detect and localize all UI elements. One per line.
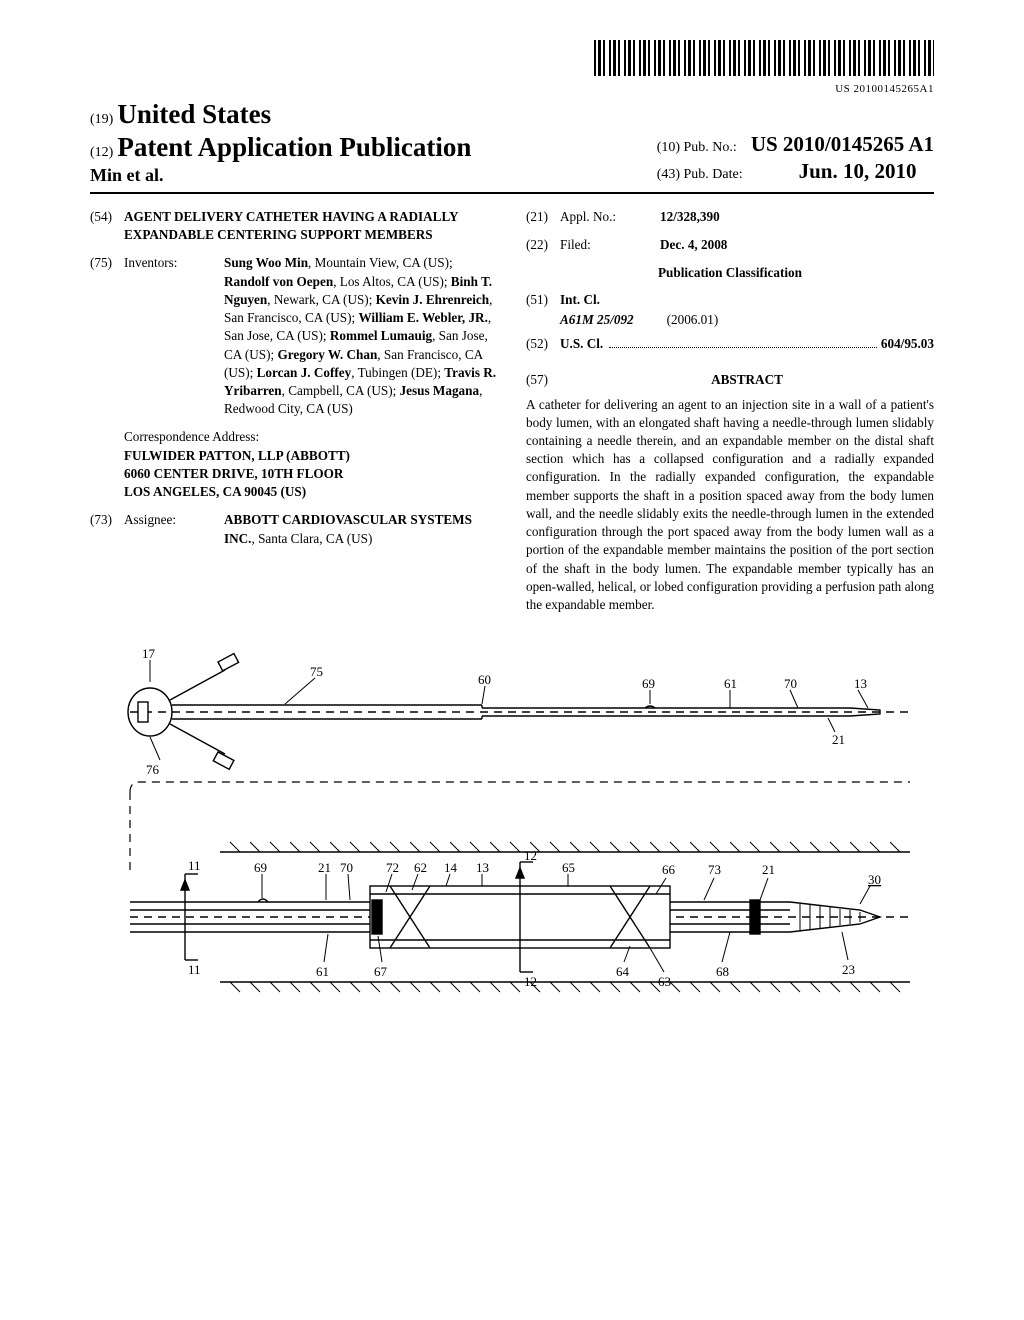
svg-text:11: 11 — [188, 962, 201, 977]
barcode-block: US 20100145265A1 — [90, 40, 934, 95]
invention-title: AGENT DELIVERY CATHETER HAVING A RADIALL… — [124, 208, 498, 244]
svg-text:21: 21 — [832, 732, 845, 747]
correspondence-line3: LOS ANGELES, CA 90045 (US) — [124, 483, 498, 501]
pub-date-label: Pub. Date: — [684, 167, 743, 182]
svg-text:69: 69 — [254, 860, 267, 875]
kind-code: (12) — [90, 145, 113, 160]
appl-code: (21) — [526, 208, 560, 226]
doc-kind: Patent Application Publication — [117, 132, 471, 162]
filed-code: (22) — [526, 236, 560, 254]
svg-text:30: 30 — [868, 872, 881, 887]
svg-text:70: 70 — [340, 860, 353, 875]
inventors-code: (75) — [90, 254, 124, 418]
pub-date-code: (43) — [657, 167, 680, 182]
svg-text:70: 70 — [784, 676, 797, 691]
abstract-title: ABSTRACT — [560, 371, 934, 389]
svg-text:73: 73 — [708, 862, 721, 877]
svg-text:68: 68 — [716, 964, 729, 979]
pub-no-code: (10) — [657, 140, 680, 155]
abstract-code: (57) — [526, 371, 560, 389]
pub-date: Jun. 10, 2010 — [799, 159, 917, 183]
svg-text:14: 14 — [444, 860, 458, 875]
pub-no-label: Pub. No.: — [684, 140, 737, 155]
svg-text:61: 61 — [724, 676, 737, 691]
appl-no: 12/328,390 — [660, 208, 934, 226]
classification-title: Publication Classification — [526, 264, 934, 282]
barcode — [594, 40, 934, 76]
svg-text:65: 65 — [562, 860, 575, 875]
correspondence-label: Correspondence Address: — [124, 428, 498, 446]
assignee-value: ABBOTT CARDIOVASCULAR SYSTEMS INC., Sant… — [224, 511, 498, 547]
intcl-value: A61M 25/092 — [560, 312, 634, 327]
svg-text:11: 11 — [188, 858, 201, 873]
svg-text:76: 76 — [146, 762, 160, 777]
svg-text:12: 12 — [524, 848, 537, 863]
svg-text:62: 62 — [414, 860, 427, 875]
svg-text:69: 69 — [642, 676, 655, 691]
intcl-date: (2006.01) — [667, 312, 719, 327]
uscl-code: (52) — [526, 335, 560, 353]
correspondence-line1: FULWIDER PATTON, LLP (ABBOTT) — [124, 447, 498, 465]
intcl-code: (51) — [526, 291, 560, 309]
pub-no: US 2010/0145265 A1 — [751, 132, 934, 156]
svg-text:21: 21 — [318, 860, 331, 875]
svg-text:72: 72 — [386, 860, 399, 875]
svg-text:21: 21 — [762, 862, 775, 877]
svg-text:67: 67 — [374, 964, 388, 979]
barcode-label: US 20100145265A1 — [90, 83, 934, 95]
correspondence-line2: 6060 CENTER DRIVE, 10TH FLOOR — [124, 465, 498, 483]
svg-text:13: 13 — [854, 676, 867, 691]
appl-label: Appl. No.: — [560, 208, 660, 226]
uscl-value: 604/95.03 — [881, 335, 934, 353]
authors-short: Min et al. — [90, 165, 471, 186]
patent-figure: 17 75 60 69 61 70 13 21 76 — [90, 642, 934, 1022]
abstract-body: A catheter for delivering an agent to an… — [526, 396, 934, 615]
inventors-label: Inventors: — [124, 254, 224, 418]
assignee-label: Assignee: — [124, 511, 224, 547]
svg-text:64: 64 — [616, 964, 630, 979]
svg-text:12: 12 — [524, 974, 537, 989]
country-name: United States — [117, 99, 271, 129]
svg-text:13: 13 — [476, 860, 489, 875]
country-code: (19) — [90, 112, 113, 127]
svg-text:17: 17 — [142, 646, 156, 661]
inventors-list: Sung Woo Min, Mountain View, CA (US); Ra… — [224, 254, 498, 418]
svg-text:66: 66 — [662, 862, 676, 877]
filed-date: Dec. 4, 2008 — [660, 236, 934, 254]
uscl-leader — [609, 347, 877, 348]
intcl-label: Int. Cl. — [560, 291, 600, 309]
title-code: (54) — [90, 208, 124, 244]
svg-text:23: 23 — [842, 962, 855, 977]
svg-text:60: 60 — [478, 672, 491, 687]
uscl-label: U.S. Cl. — [560, 335, 603, 353]
header-rule — [90, 192, 934, 194]
svg-text:75: 75 — [310, 664, 323, 679]
svg-text:63: 63 — [658, 974, 671, 989]
assignee-code: (73) — [90, 511, 124, 547]
filed-label: Filed: — [560, 236, 660, 254]
svg-text:61: 61 — [316, 964, 329, 979]
